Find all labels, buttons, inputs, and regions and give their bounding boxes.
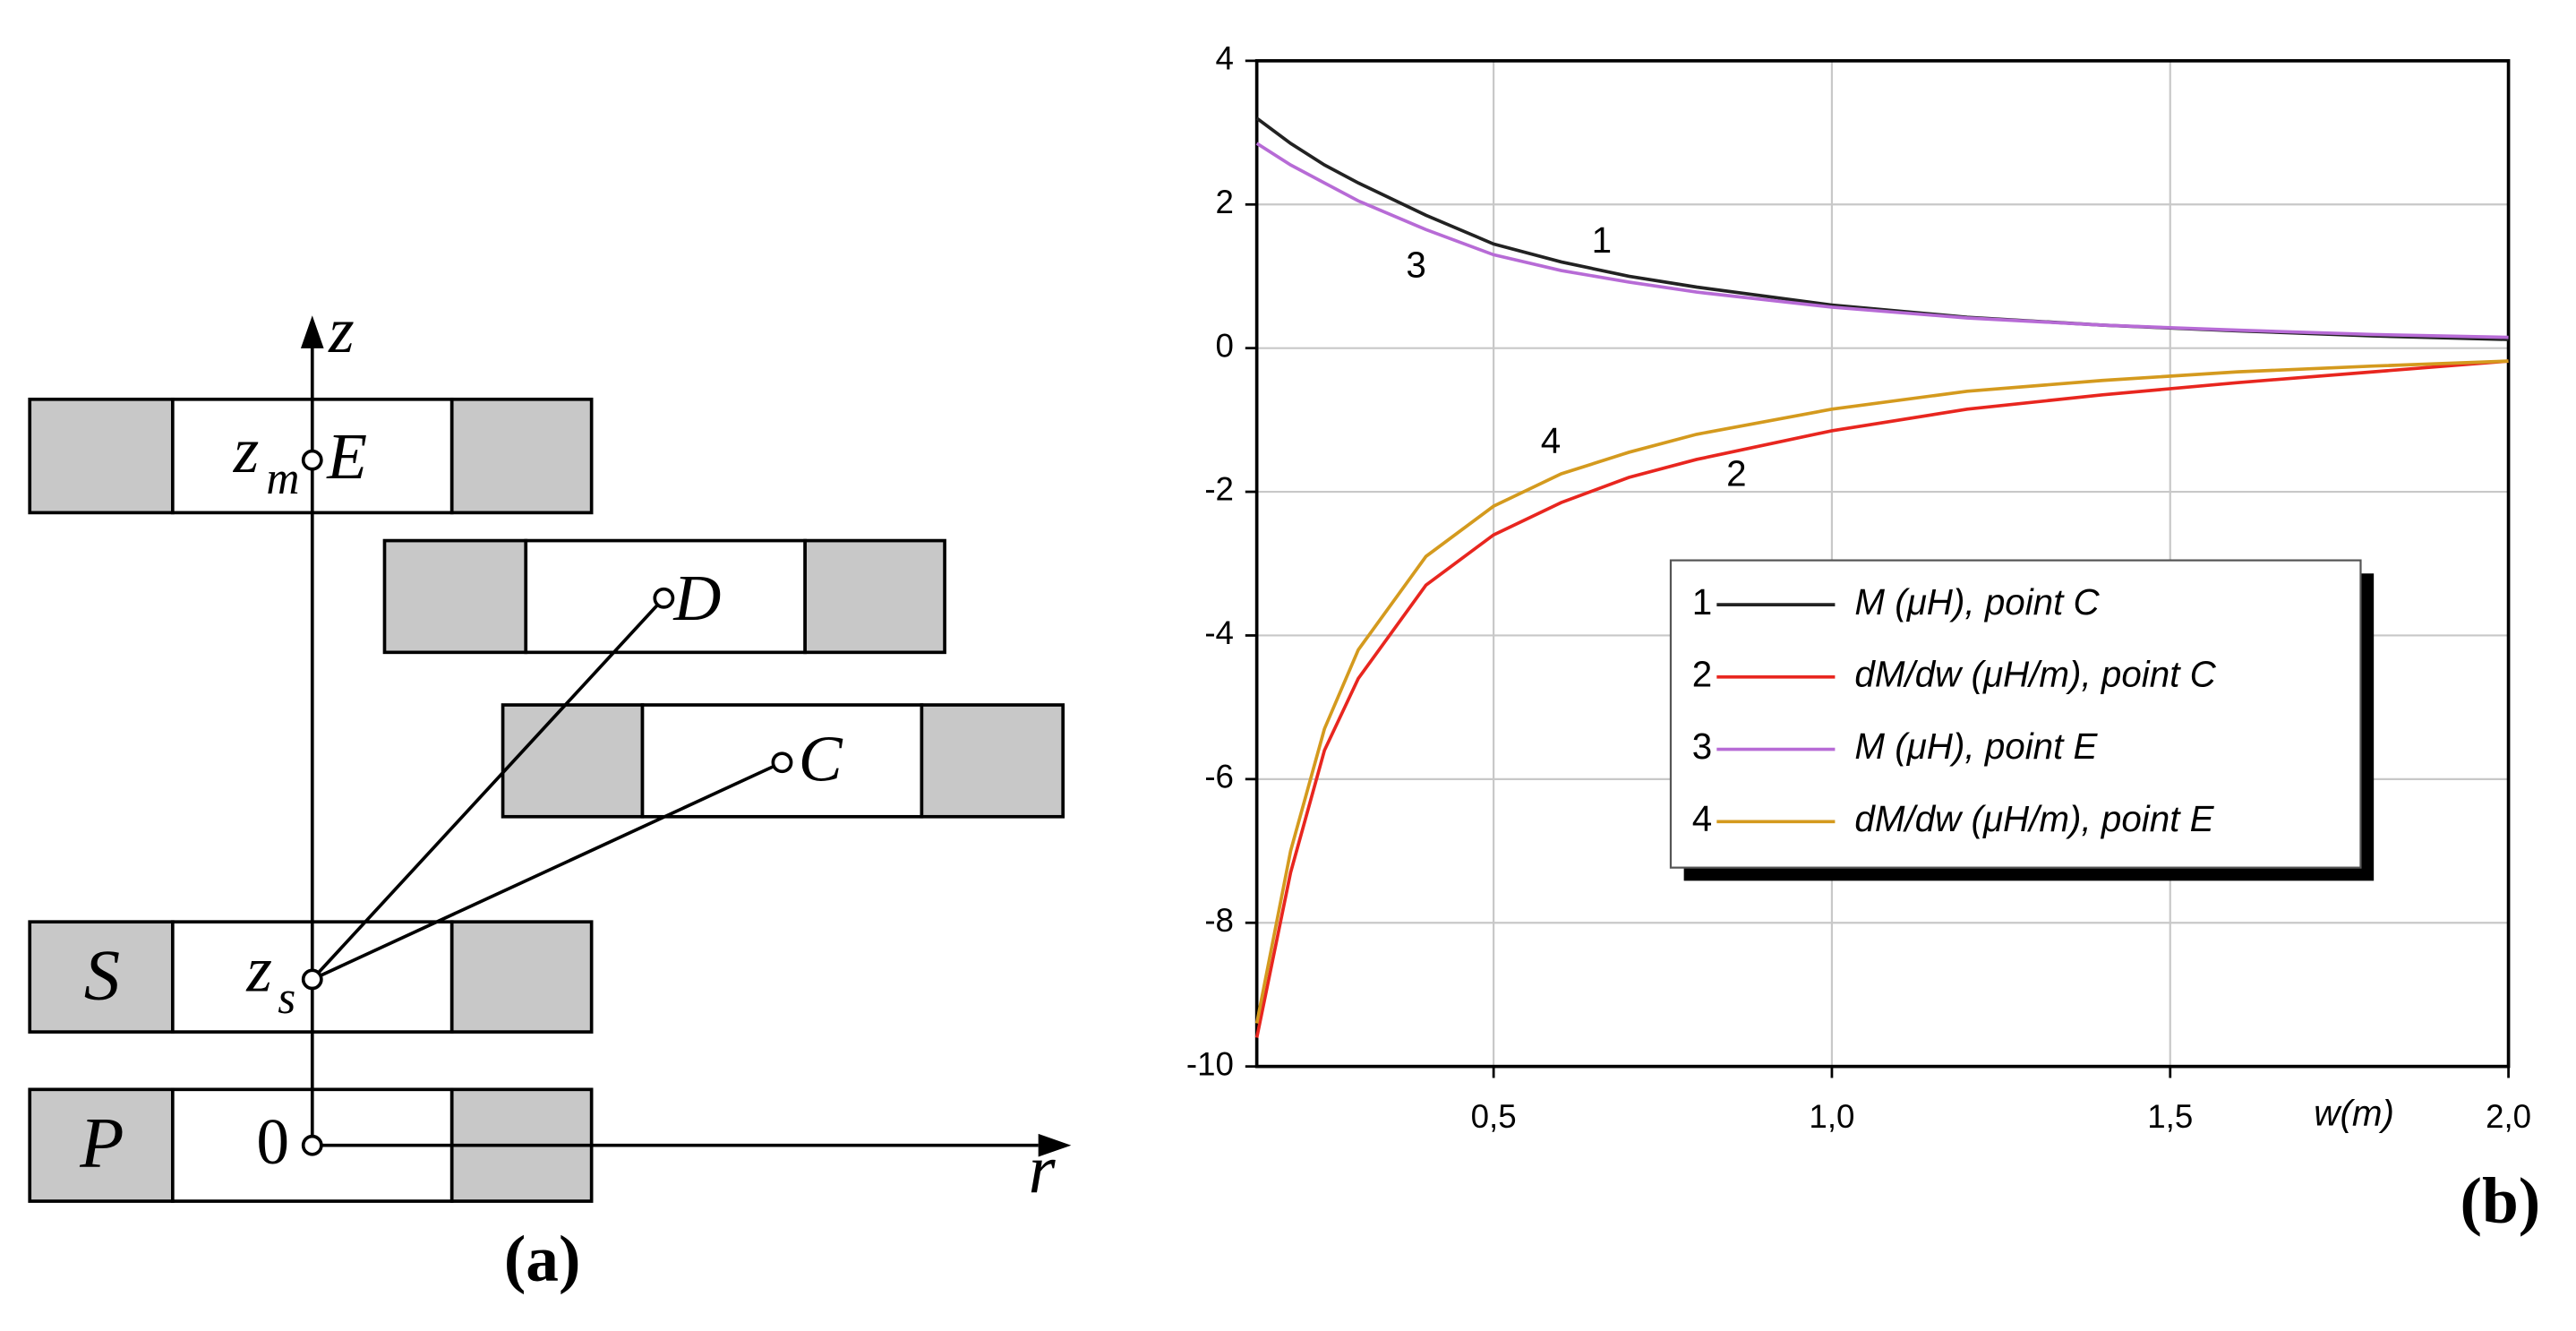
y-tick-label: -10 [1186, 1045, 1234, 1082]
point [771, 751, 793, 774]
legend-number: 4 [1692, 798, 1712, 839]
panel-label: (b) [2460, 1164, 2541, 1237]
series-line [1255, 142, 2509, 339]
series-line [1255, 116, 2509, 341]
point-label: D [672, 562, 721, 634]
point-label: E [326, 420, 367, 493]
legend-entry: M (μH), point C [1854, 581, 2100, 623]
coil-label: P [79, 1103, 124, 1183]
coil-block [501, 703, 645, 819]
point [301, 449, 323, 471]
legend-box [1669, 559, 2362, 869]
diagram: z r S P z m E D C z s 0 (a) [28, 294, 1072, 1294]
coil-block [28, 397, 175, 515]
chart: (b) 4 2 0 -2 -4 -6 -8 -10 0,5 1,0 1,5 2,0 w(m) 1 2 3 4 1 M… [1186, 40, 2540, 1238]
point [301, 968, 323, 991]
point-subscript: m [266, 453, 299, 504]
y-tick-label: -4 [1204, 614, 1234, 651]
axis-label: r [1029, 1130, 1057, 1207]
panel-label: (a) [504, 1222, 581, 1294]
connector [311, 597, 665, 981]
legend-entry: M (μH), point E [1854, 726, 2098, 767]
y-tick-label: -6 [1204, 759, 1234, 795]
legend-entry: dM/dw (μH/m), point E [1854, 798, 2214, 839]
y-tick-label: -8 [1204, 902, 1234, 939]
arrow-head [300, 315, 324, 348]
coil-block [920, 703, 1065, 819]
point [301, 1134, 323, 1156]
x-tick-label: 1,5 [2147, 1098, 2193, 1135]
legend: 1 M (μH), point C 2 dM/dw (μH/m), point C 3 M… [1669, 559, 2375, 881]
x-tick-label: 1,0 [1809, 1098, 1854, 1135]
series-line [1254, 359, 2509, 1038]
x-axis-label: w(m) [2314, 1092, 2394, 1133]
y-tick-label: -2 [1204, 471, 1234, 508]
coil-block [449, 397, 594, 515]
coil-label: S [84, 936, 120, 1016]
curve-label: 3 [1406, 245, 1425, 286]
plot-frame [1254, 59, 2511, 1069]
coil-block [28, 1087, 175, 1203]
coil-block [803, 538, 946, 655]
point [653, 587, 675, 609]
legend-number: 3 [1692, 726, 1712, 767]
curve-label: 1 [1592, 219, 1612, 261]
legend-number: 2 [1692, 653, 1712, 694]
axis-label: z [328, 294, 355, 366]
legend-entry: dM/dw (μH/m), point C [1854, 653, 2216, 694]
coil-block [382, 538, 528, 655]
connector [311, 760, 783, 982]
y-tick-label: 2 [1216, 184, 1234, 220]
arrow-head [1038, 1133, 1072, 1157]
coil-block [449, 920, 594, 1034]
point-symbol: z [245, 933, 272, 1006]
origin-label: 0 [256, 1105, 289, 1178]
point-label: C [799, 723, 843, 795]
curve-label: 4 [1541, 420, 1561, 461]
x-tick-label: 0,5 [1471, 1098, 1517, 1135]
curve-label: 2 [1726, 453, 1746, 494]
point-subscript: s [278, 973, 295, 1024]
x-tick-label: 2,0 [2486, 1098, 2531, 1135]
series-line [1254, 359, 2509, 1024]
point-symbol: z [233, 414, 260, 486]
y-tick-label: 0 [1216, 327, 1234, 364]
legend-number: 1 [1692, 581, 1712, 623]
y-tick-label: 4 [1216, 40, 1234, 77]
